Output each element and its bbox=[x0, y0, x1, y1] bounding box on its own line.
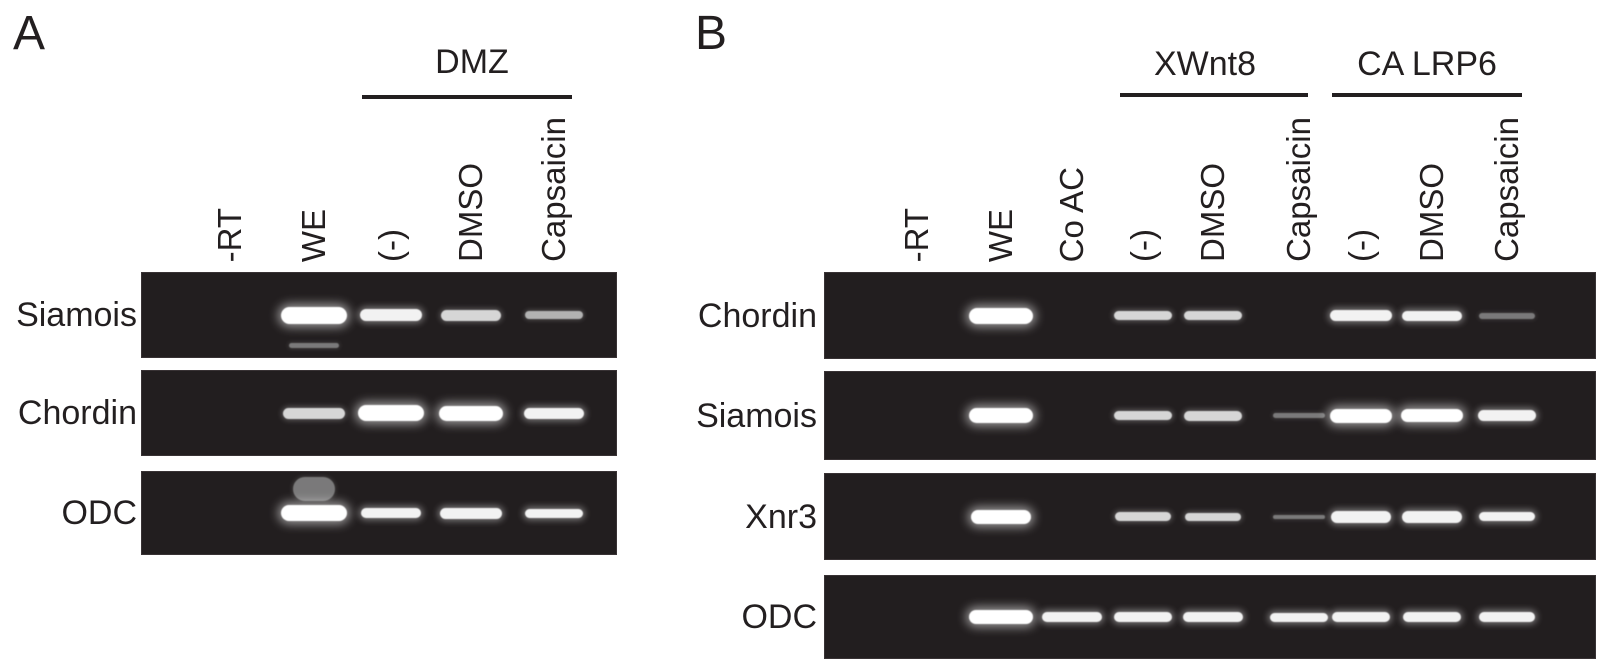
gel-band bbox=[293, 477, 335, 501]
gel-row-label: Xnr3 bbox=[745, 497, 817, 536]
lane-label: DMSO bbox=[1194, 163, 1231, 262]
gel-band bbox=[971, 509, 1031, 524]
gel-band bbox=[1273, 514, 1325, 519]
gel-band bbox=[524, 407, 584, 419]
lane-label: DMSO bbox=[1413, 163, 1450, 262]
gel-band bbox=[1114, 311, 1172, 320]
lane-label: WE bbox=[295, 208, 332, 262]
gel-band bbox=[360, 309, 422, 321]
gel-band bbox=[1042, 612, 1102, 622]
gel-band bbox=[1114, 411, 1172, 420]
gel-band bbox=[1402, 510, 1462, 523]
gel-band bbox=[1403, 612, 1461, 622]
lane-label: Co AC bbox=[1053, 166, 1090, 262]
gel-band bbox=[1331, 510, 1391, 523]
gel-band bbox=[1270, 612, 1328, 622]
lane-label: Capsaicin bbox=[1488, 117, 1525, 262]
gel-band bbox=[1115, 512, 1171, 521]
gel-row-label: Siamois bbox=[696, 396, 817, 435]
lane-label: (-) bbox=[1124, 229, 1161, 262]
lane-label: (-) bbox=[1342, 229, 1379, 262]
gel-band bbox=[440, 507, 502, 519]
gel-band bbox=[969, 408, 1033, 423]
gel-band bbox=[1332, 612, 1390, 622]
gel-band bbox=[1478, 410, 1536, 421]
group-label: XWnt8 bbox=[1153, 45, 1257, 83]
gel-row-label: ODC bbox=[61, 494, 137, 532]
lane-label: -RT bbox=[211, 207, 248, 262]
gel-band bbox=[1479, 512, 1535, 521]
gel-band bbox=[1185, 512, 1241, 521]
lane-label: WE bbox=[982, 208, 1019, 262]
group-label: CA LRP6 bbox=[1357, 45, 1497, 83]
group-bracket-line bbox=[362, 95, 572, 99]
gel-band bbox=[281, 505, 347, 521]
gel-row-label: ODC bbox=[741, 598, 817, 636]
group-bracket-line bbox=[1332, 93, 1522, 97]
gel-band bbox=[283, 407, 345, 419]
lane-label: (-) bbox=[372, 229, 409, 262]
gel-band bbox=[439, 405, 503, 421]
gel-band bbox=[1184, 311, 1242, 320]
gel-band bbox=[969, 307, 1033, 324]
gel-band bbox=[525, 311, 583, 319]
gel-band bbox=[1183, 612, 1243, 622]
gel-row-label: Chordin bbox=[697, 296, 817, 335]
gel-row-label: Chordin bbox=[17, 394, 137, 432]
gel-band bbox=[525, 508, 583, 518]
gel-band bbox=[361, 508, 421, 518]
panel-letter: B bbox=[695, 7, 728, 60]
gel-band bbox=[1479, 312, 1535, 319]
gel-band bbox=[1114, 612, 1172, 622]
group-bracket-line bbox=[1120, 93, 1308, 97]
gel-band bbox=[358, 405, 424, 421]
gel-band bbox=[1401, 409, 1463, 422]
gel-band bbox=[441, 309, 501, 321]
gel-band bbox=[1330, 408, 1392, 423]
gel-band bbox=[1330, 310, 1392, 321]
group-label: DMZ bbox=[435, 43, 509, 81]
lane-label: DMSO bbox=[452, 163, 489, 262]
lane-label: -RT bbox=[898, 207, 935, 262]
gel-band bbox=[1184, 410, 1242, 421]
gel-band bbox=[1479, 612, 1535, 622]
gel-band bbox=[969, 610, 1033, 624]
lane-label: Capsaicin bbox=[1280, 117, 1317, 262]
gel-band bbox=[1402, 310, 1462, 321]
gel-row-label: Siamois bbox=[16, 296, 137, 334]
gel-band bbox=[1273, 413, 1325, 418]
lane-label: Capsaicin bbox=[535, 117, 572, 262]
gel-band bbox=[281, 306, 347, 324]
gel-band bbox=[289, 342, 339, 348]
panel-letter: A bbox=[13, 7, 46, 60]
